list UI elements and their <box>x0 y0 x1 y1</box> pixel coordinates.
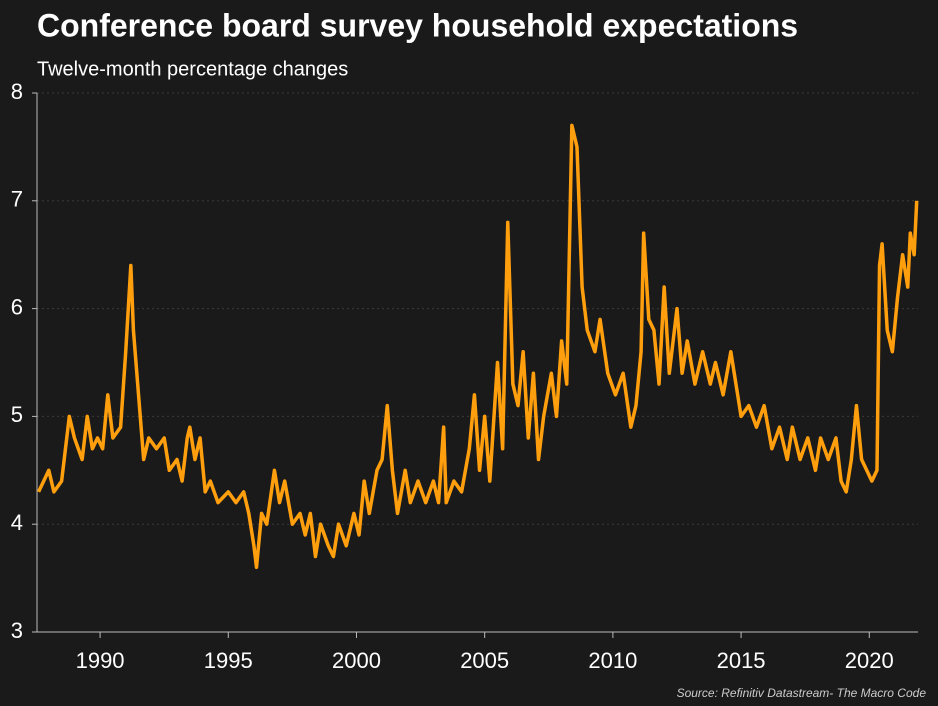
x-tick-label: 1995 <box>204 648 253 673</box>
y-tick-label: 4 <box>11 510 23 535</box>
y-tick-label: 6 <box>11 294 23 319</box>
y-tick-label: 3 <box>11 618 23 643</box>
x-tick-label: 2005 <box>460 648 509 673</box>
x-tick-label: 1990 <box>76 648 125 673</box>
source-note: Source: Refinitiv Datastream- The Macro … <box>677 686 927 700</box>
x-tick-label: 2015 <box>717 648 766 673</box>
y-tick-label: 7 <box>11 187 23 212</box>
x-tick-label: 2010 <box>588 648 637 673</box>
y-tick-label: 8 <box>11 79 23 104</box>
x-tick-label: 2020 <box>845 648 894 673</box>
data-line <box>36 123 919 570</box>
chart-title: Conference board survey household expect… <box>37 7 798 43</box>
x-tick-label: 2000 <box>332 648 381 673</box>
chart-subtitle: Twelve-month percentage changes <box>37 58 348 80</box>
y-tick-label: 5 <box>11 402 23 427</box>
